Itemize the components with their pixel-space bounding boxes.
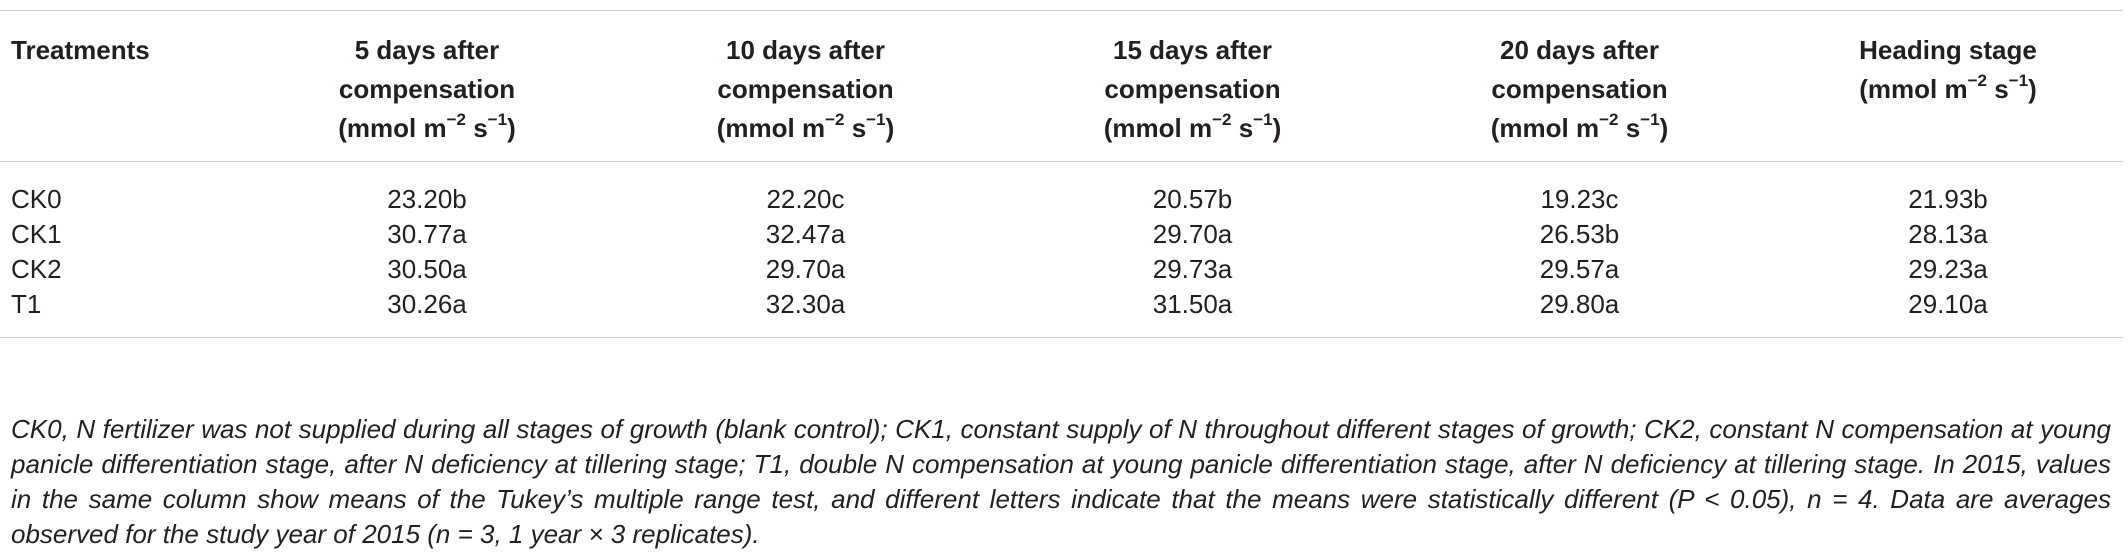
table-body: CK0 23.20b 22.20c 20.57b 19.23c 21.93b C…: [0, 162, 2123, 338]
value-cell: 29.57a: [1539, 254, 1620, 284]
row-label-cell: CK1: [11, 219, 62, 249]
header-unit: (mmol m−2 s−1): [338, 110, 516, 143]
header-15-days: 15 days after compensation (mmol m−2 s−1…: [999, 11, 1386, 162]
value-cell: 29.10a: [1908, 289, 1988, 319]
header-treatments: Treatments: [0, 11, 242, 162]
value-cell: 30.26a: [387, 289, 467, 319]
value-cell: 29.80a: [1539, 289, 1620, 319]
value-cell: 28.13a: [1908, 219, 1988, 249]
row-label-cell: T1: [11, 289, 42, 319]
table-row: CK1 30.77a 32.47a 29.70a 26.53b 28.13a: [0, 217, 2123, 252]
header-line: compensation: [717, 74, 894, 104]
header-unit: (mmol m−2 s−1): [1103, 110, 1282, 143]
value-cell: 29.23a: [1908, 254, 1988, 284]
value-cell: 26.53b: [1539, 219, 1620, 249]
header-line: 15 days after: [1113, 35, 1272, 65]
value-cell: 20.57b: [1152, 184, 1233, 214]
header-unit: (mmol m−2 s−1): [1490, 110, 1669, 143]
value-cell: 29.70a: [765, 254, 846, 284]
table-row: CK2 30.50a 29.70a 29.73a 29.57a 29.23a: [0, 252, 2123, 287]
table-row: T1 30.26a 32.30a 31.50a 29.80a 29.10a: [0, 287, 2123, 338]
value-cell: 23.20b: [387, 184, 467, 214]
value-cell: 30.50a: [387, 254, 467, 284]
header-unit: (mmol m−2 s−1): [1859, 71, 2037, 104]
value-cell: 21.93b: [1908, 184, 1988, 214]
value-cell: 29.70a: [1152, 219, 1233, 249]
header-line: compensation: [1491, 74, 1668, 104]
table-footnote: CK0, N fertilizer was not supplied durin…: [11, 414, 2111, 549]
table-header: Treatments 5 days after compensation (mm…: [0, 10, 2123, 162]
header-label: Treatments: [11, 35, 150, 65]
value-cell: 19.23c: [1540, 184, 1619, 214]
header-5-days: 5 days after compensation (mmol m−2 s−1): [242, 11, 612, 162]
value-cell: 29.73a: [1152, 254, 1233, 284]
value-cell: 32.30a: [765, 289, 846, 319]
row-label-cell: CK2: [11, 254, 62, 284]
value-cell: 32.47a: [765, 219, 846, 249]
header-heading-stage: Heading stage (mmol m−2 s−1): [1773, 11, 2123, 162]
header-line: 20 days after: [1500, 35, 1659, 65]
header-line: compensation: [338, 74, 516, 104]
value-cell: 31.50a: [1152, 289, 1233, 319]
header-line: 10 days after: [726, 35, 885, 65]
data-table: Treatments 5 days after compensation (mm…: [0, 10, 2123, 338]
header-unit: (mmol m−2 s−1): [716, 110, 895, 143]
header-line: 5 days after: [354, 35, 500, 65]
value-cell: 30.77a: [387, 219, 467, 249]
header-row: Treatments 5 days after compensation (mm…: [0, 10, 2123, 162]
table-row: CK0 23.20b 22.20c 20.57b 19.23c 21.93b: [0, 162, 2123, 218]
header-20-days: 20 days after compensation (mmol m−2 s−1…: [1386, 11, 1773, 162]
header-line: compensation: [1104, 74, 1281, 104]
header-10-days: 10 days after compensation (mmol m−2 s−1…: [612, 11, 999, 162]
value-cell: 22.20c: [766, 184, 845, 214]
header-line: Heading stage: [1859, 35, 2037, 65]
row-label-cell: CK0: [11, 184, 62, 214]
